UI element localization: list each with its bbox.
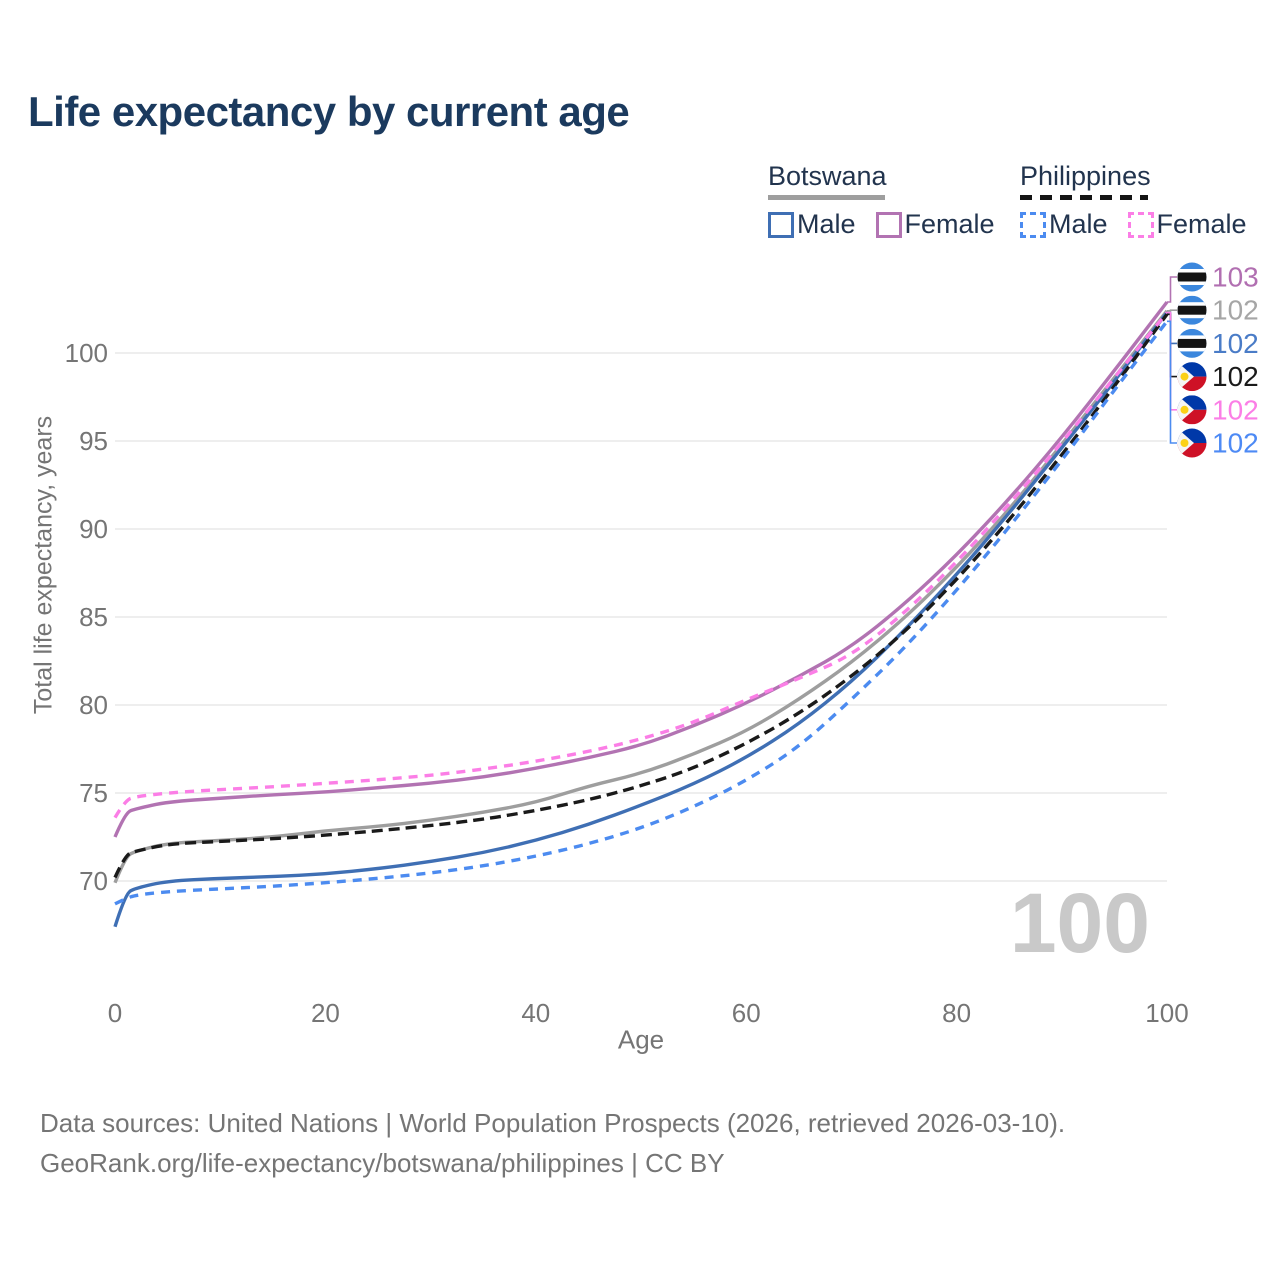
end-value-botswana-average: 102 (1212, 295, 1259, 326)
leader-line-botswana-male (1167, 311, 1177, 345)
series-line-philippines-female (113, 311, 1169, 819)
y-tick-label-95: 95 (79, 426, 108, 456)
end-value-philippines-average: 102 (1212, 361, 1259, 392)
legend-item-philippines-female[interactable]: Female (1127, 209, 1247, 240)
x-tick-label-80: 80 (942, 998, 971, 1028)
x-tick-label-100: 100 (1145, 998, 1188, 1028)
legend-swatch-botswana-male (768, 211, 794, 238)
end-value-philippines-male: 102 (1212, 428, 1259, 459)
leader-line-philippines-female (1167, 311, 1177, 411)
philippines-flag-icon (1177, 362, 1207, 392)
legend-underline-botswana (768, 195, 885, 200)
x-tick-label-20: 20 (311, 998, 340, 1028)
legend-header-botswana: Botswana (768, 161, 887, 191)
series-line-philippines-male (114, 320, 1169, 906)
y-tick-label-70: 70 (79, 866, 108, 896)
chart-title: Life expectancy by current age (28, 88, 630, 135)
legend-item-botswana-male[interactable]: Male (768, 209, 856, 240)
series-line-botswana-male (113, 311, 1169, 928)
legend-item-botswana-female[interactable]: Female (875, 209, 995, 240)
y-tick-label-100: 100 (65, 338, 108, 368)
y-tick-label-80: 80 (79, 690, 108, 720)
legend-swatch-philippines-female (1127, 211, 1154, 238)
leader-line-botswana-female (1167, 276, 1177, 303)
series-line-botswana-female (113, 300, 1169, 838)
series-line-philippines-average (113, 313, 1169, 879)
x-tick-label-0: 0 (108, 998, 122, 1028)
legend-label-botswana-female: Female (904, 209, 995, 239)
leader-line-philippines-male (1167, 320, 1177, 444)
end-value-botswana-male: 102 (1212, 328, 1259, 359)
y-tick-label-75: 75 (79, 778, 108, 808)
footer-data-sources: Data sources: United Nations | World Pop… (40, 1108, 1066, 1138)
legend-swatch-botswana-female (875, 211, 902, 238)
y-tick-label-90: 90 (79, 514, 108, 544)
legend-label-philippines-male: Male (1049, 209, 1108, 239)
botswana-flag-icon (1177, 328, 1207, 358)
philippines-flag-icon (1177, 428, 1207, 458)
legend-item-philippines-male[interactable]: Male (1020, 209, 1108, 240)
y-axis-title: Total life expectancy, years (29, 415, 58, 715)
legend-group-philippines: Philippines Male Female (1020, 161, 1247, 240)
leader-line-philippines-average (1167, 313, 1177, 378)
legend-header-philippines: Philippines (1020, 161, 1151, 191)
legend-swatch-philippines-male (1020, 211, 1046, 238)
age-counter-watermark: 100 (1010, 876, 1150, 970)
philippines-flag-icon (1177, 395, 1207, 425)
legend-label-botswana-male: Male (797, 209, 856, 239)
end-value-botswana-female: 103 (1212, 262, 1259, 293)
legend-group-botswana: Botswana Male Female (768, 161, 995, 240)
botswana-flag-icon (1177, 262, 1207, 292)
botswana-flag-icon (1177, 295, 1207, 325)
legend-label-philippines-female: Female (1156, 209, 1247, 239)
series-line-botswana-average (113, 309, 1169, 884)
footer-attribution: GeoRank.org/life-expectancy/botswana/phi… (40, 1148, 725, 1178)
x-axis-title: Age (617, 1024, 665, 1055)
x-tick-label-40: 40 (521, 998, 550, 1028)
y-tick-label-85: 85 (79, 602, 108, 632)
end-value-philippines-female: 102 (1212, 394, 1259, 425)
leader-line-botswana-average (1167, 309, 1177, 312)
x-tick-label-60: 60 (732, 998, 761, 1028)
legend-underline-philippines (1020, 195, 1148, 200)
